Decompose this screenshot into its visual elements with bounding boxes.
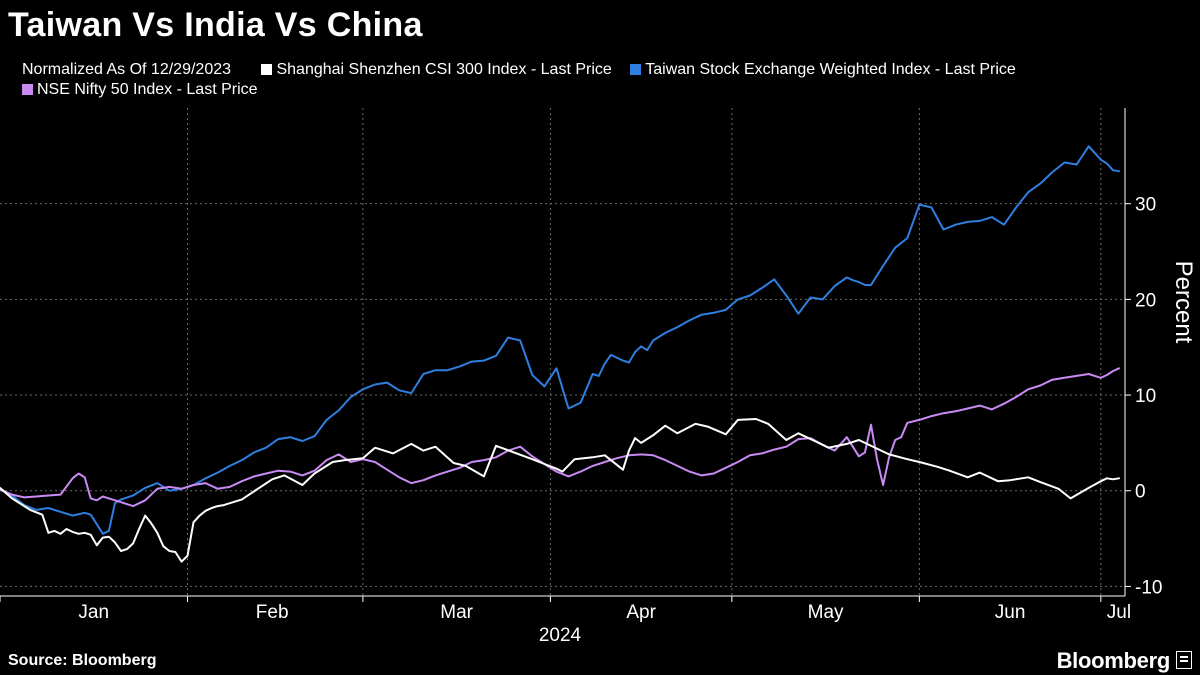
- year-label: 2024: [539, 625, 582, 646]
- legend-swatch-nifty: [22, 84, 33, 95]
- brand-name: Bloomberg: [1056, 648, 1171, 673]
- legend-item-nifty: NSE Nifty 50 Index - Last Price: [22, 80, 258, 100]
- legend-label-nifty: NSE Nifty 50 Index - Last Price: [37, 81, 258, 98]
- ytick-label: 10: [1135, 386, 1156, 407]
- chart-title: Taiwan Vs India Vs China: [8, 6, 423, 44]
- xtick-label-jul: Jul: [1107, 602, 1131, 623]
- ytick-label: 30: [1135, 195, 1156, 216]
- xtick-label-jan: Jan: [78, 602, 109, 623]
- series-taiex-line: [0, 145, 1120, 535]
- xtick-label-may: May: [808, 602, 844, 623]
- legend-normalization-note: Normalized As Of 12/29/2023: [22, 61, 232, 78]
- brand-logo: Bloomberg: [1057, 648, 1192, 674]
- bloomberg-badge-icon: [1176, 651, 1192, 669]
- source-note: Source: Bloomberg: [8, 652, 157, 669]
- xtick-label-jun: Jun: [995, 602, 1026, 623]
- series-lines: [0, 145, 1120, 563]
- axes: [0, 108, 1131, 602]
- axis-labels: -10 0 10 20 30 Jan Feb Mar Apr May Jun Jul 2024 Perce…: [78, 195, 1197, 646]
- legend-swatch-taiex: [630, 64, 642, 75]
- legend-swatch-csi300: [261, 64, 273, 75]
- xtick-label-apr: Apr: [626, 602, 656, 623]
- ytick-label: -10: [1135, 577, 1162, 598]
- legend-item-csi300: Shanghai Shenzhen CSI 300 Index - Last P…: [261, 60, 612, 80]
- legend: Normalized As Of 12/29/2023 Shanghai She…: [6, 60, 1186, 100]
- legend-label-csi300: Shanghai Shenzhen CSI 300 Index - Last P…: [276, 61, 612, 78]
- y-axis-title: Percent: [1170, 261, 1197, 344]
- xtick-label-mar: Mar: [440, 602, 473, 623]
- grid-lines: [0, 108, 1125, 596]
- xtick-label-feb: Feb: [256, 602, 289, 623]
- series-nifty-line: [0, 367, 1120, 508]
- ytick-label: 0: [1135, 482, 1146, 503]
- ytick-label: 20: [1135, 290, 1156, 311]
- legend-item-taiex: Taiwan Stock Exchange Weighted Index - L…: [630, 60, 1016, 80]
- legend-label-taiex: Taiwan Stock Exchange Weighted Index - L…: [645, 61, 1016, 78]
- series-csi300-line: [0, 418, 1120, 563]
